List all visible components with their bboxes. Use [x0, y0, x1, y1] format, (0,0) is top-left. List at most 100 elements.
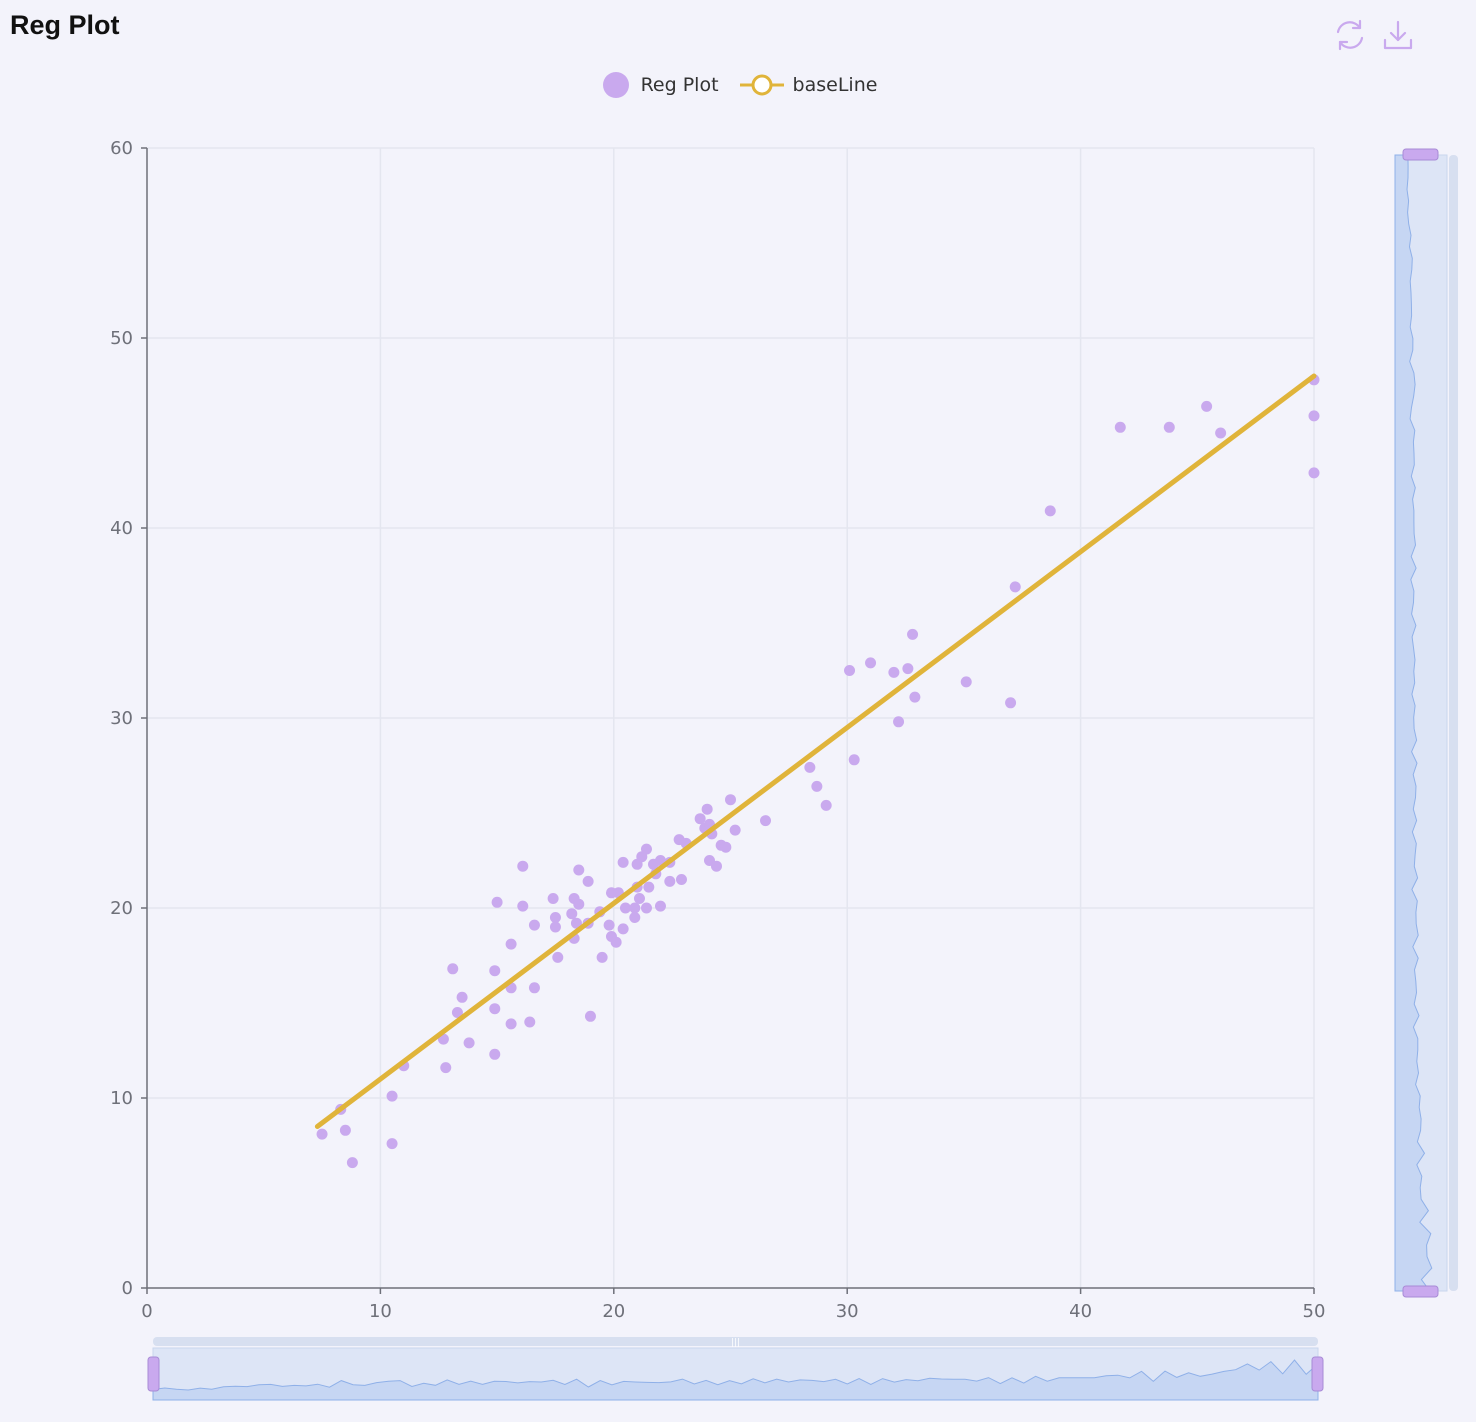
y-zoom-handle-end[interactable]: [1402, 148, 1439, 161]
data-point[interactable]: [701, 803, 713, 815]
data-point[interactable]: [552, 951, 564, 963]
data-point[interactable]: [573, 864, 585, 876]
data-point[interactable]: [1044, 505, 1056, 517]
data-point[interactable]: [549, 921, 561, 933]
data-point[interactable]: [1163, 421, 1175, 433]
x-tick-label: 10: [369, 1301, 392, 1322]
x-tick-label: 0: [141, 1301, 152, 1322]
data-point[interactable]: [760, 815, 772, 827]
data-point[interactable]: [346, 1157, 358, 1169]
data-point[interactable]: [491, 896, 503, 908]
data-point[interactable]: [844, 665, 856, 676]
data-point[interactable]: [584, 1010, 596, 1022]
legend-label-baseline: baseLine: [792, 74, 878, 96]
data-point[interactable]: [505, 938, 517, 950]
data-point[interactable]: [582, 875, 594, 887]
data-point[interactable]: [1215, 427, 1227, 439]
x-zoom-handle-start[interactable]: [147, 1356, 160, 1392]
data-point[interactable]: [865, 657, 877, 669]
data-point[interactable]: [517, 900, 529, 912]
data-point[interactable]: [617, 856, 629, 868]
page-title: Reg Plot: [10, 10, 120, 40]
data-point[interactable]: [960, 676, 972, 688]
data-point[interactable]: [528, 919, 540, 931]
data-point[interactable]: [811, 780, 823, 792]
data-point[interactable]: [893, 716, 905, 728]
download-icon[interactable]: [1381, 18, 1415, 52]
data-point[interactable]: [528, 982, 540, 994]
data-point[interactable]: [1009, 581, 1021, 593]
data-point[interactable]: [440, 1062, 452, 1074]
data-point[interactable]: [596, 951, 608, 963]
x-tick-label: 40: [1069, 1301, 1092, 1322]
data-point[interactable]: [549, 912, 561, 923]
data-point[interactable]: [573, 898, 585, 910]
data-point[interactable]: [316, 1128, 328, 1140]
data-point[interactable]: [629, 912, 641, 923]
data-point[interactable]: [489, 1048, 501, 1060]
scatter-series: [316, 374, 1320, 1169]
data-point[interactable]: [386, 1090, 398, 1102]
data-point[interactable]: [456, 991, 468, 1003]
data-point[interactable]: [888, 666, 900, 678]
x-zoom-handle-end[interactable]: [1311, 1356, 1324, 1392]
data-point[interactable]: [1308, 410, 1320, 422]
data-point[interactable]: [547, 893, 559, 904]
data-point[interactable]: [570, 917, 582, 929]
data-point[interactable]: [1114, 421, 1126, 433]
data-point[interactable]: [617, 923, 629, 935]
data-point[interactable]: [729, 824, 741, 836]
data-point[interactable]: [339, 1124, 351, 1136]
data-point[interactable]: [694, 813, 706, 825]
y-zoom-preview: [1394, 154, 1433, 1292]
data-point[interactable]: [633, 893, 645, 904]
data-point[interactable]: [664, 875, 676, 887]
data-point[interactable]: [566, 908, 578, 920]
data-point[interactable]: [517, 860, 529, 872]
data-point[interactable]: [386, 1138, 398, 1150]
data-point[interactable]: [1308, 467, 1320, 479]
y-tick-label: 10: [110, 1088, 133, 1109]
data-point[interactable]: [447, 963, 459, 975]
data-point[interactable]: [524, 1016, 536, 1028]
chart-legend: Reg Plot baseLine: [0, 70, 1476, 100]
data-point[interactable]: [610, 936, 622, 948]
refresh-icon[interactable]: [1333, 18, 1367, 52]
data-point[interactable]: [654, 900, 666, 912]
data-point[interactable]: [675, 874, 687, 885]
y-tick-label: 50: [110, 328, 133, 349]
x-zoom-grip-icon[interactable]: |||: [731, 1338, 740, 1348]
data-point[interactable]: [489, 965, 501, 977]
data-point[interactable]: [909, 691, 921, 703]
data-point[interactable]: [710, 860, 722, 872]
data-point[interactable]: [1201, 400, 1213, 412]
x-zoom-move-bar[interactable]: [153, 1337, 1318, 1346]
y-tick-label: 30: [110, 708, 133, 729]
data-point[interactable]: [848, 754, 860, 766]
data-point[interactable]: [820, 799, 832, 811]
x-tick-label: 30: [836, 1301, 859, 1322]
data-point[interactable]: [1005, 697, 1017, 709]
data-point[interactable]: [640, 843, 652, 855]
data-point[interactable]: [619, 902, 631, 914]
data-point[interactable]: [463, 1037, 475, 1049]
y-tick-label: 0: [122, 1278, 133, 1299]
data-point[interactable]: [907, 628, 919, 640]
data-point[interactable]: [629, 902, 641, 914]
y-zoom-move-bar[interactable]: [1449, 155, 1458, 1291]
data-point[interactable]: [725, 794, 736, 806]
data-point[interactable]: [603, 919, 615, 931]
data-point[interactable]: [804, 761, 816, 773]
data-point[interactable]: [643, 881, 655, 893]
x-tick-label: 20: [602, 1301, 625, 1322]
data-point[interactable]: [640, 902, 652, 914]
y-zoom-handle-start[interactable]: [1402, 1285, 1439, 1298]
data-point[interactable]: [902, 663, 914, 675]
legend-item-baseline[interactable]: baseLine: [739, 70, 878, 100]
data-point[interactable]: [489, 1003, 501, 1015]
legend-item-reg-plot[interactable]: Reg Plot: [599, 70, 719, 100]
data-point[interactable]: [451, 1007, 463, 1018]
data-point[interactable]: [505, 1018, 517, 1030]
data-point[interactable]: [720, 841, 732, 853]
